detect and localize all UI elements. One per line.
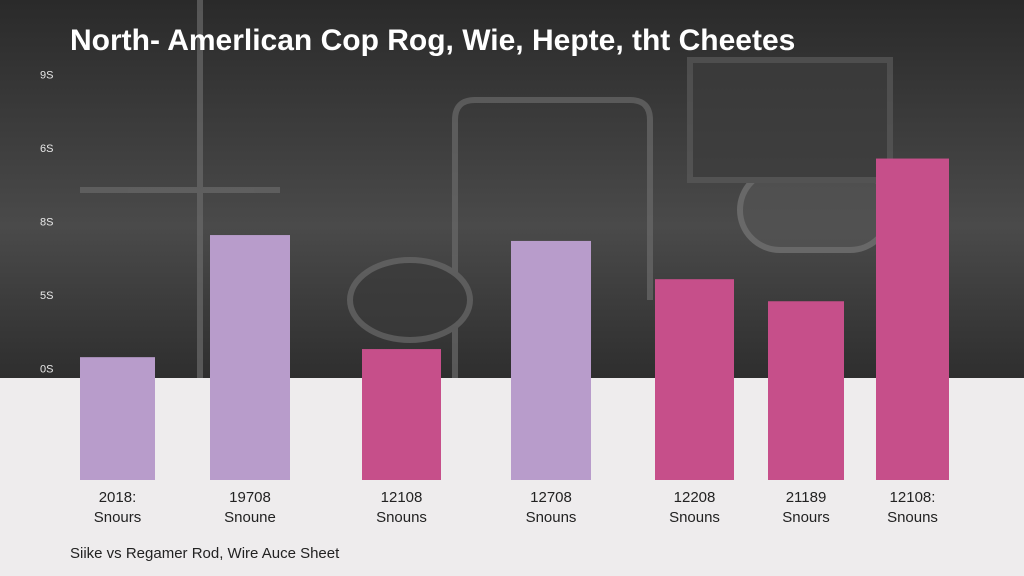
y-tick-label: 6S [40, 143, 53, 155]
x-tick-label: 12708 [530, 489, 572, 506]
x-tick-label: 2018: [99, 489, 137, 506]
bar [511, 240, 591, 480]
x-tick-label: Snours [94, 509, 142, 526]
chart-subtitle: Siike vs Regamer Rod, Wire Auce Sheet [70, 545, 340, 562]
x-tick-label: Snouns [887, 509, 938, 526]
y-tick-label: 5S [40, 290, 53, 302]
chart-title: North- Amerlican Cop Rog, Wie, Hepte, th… [70, 24, 795, 57]
y-tick-label: 8S [40, 216, 53, 228]
y-tick-label: 0S [40, 364, 53, 376]
bar [80, 357, 155, 480]
x-tick-label: Snoune [224, 509, 276, 526]
x-tick-label: 21189 [786, 489, 827, 506]
x-tick-label: 19708 [229, 489, 271, 506]
x-tick-label: 12108: [890, 489, 936, 506]
bar [655, 279, 734, 480]
x-tick-label: Snouns [376, 509, 427, 526]
x-tick-label: 12208 [674, 489, 716, 506]
bar [876, 158, 949, 480]
x-tick-label: Snouns [669, 509, 720, 526]
x-tick-label: Snouns [526, 509, 577, 526]
x-tick-label: Snours [782, 509, 830, 526]
bar [768, 301, 844, 480]
y-tick-label: 9S [40, 69, 53, 81]
bar [210, 235, 290, 480]
bar [362, 349, 441, 480]
x-tick-label: 12108 [381, 489, 423, 506]
background-shapes [80, 0, 893, 378]
